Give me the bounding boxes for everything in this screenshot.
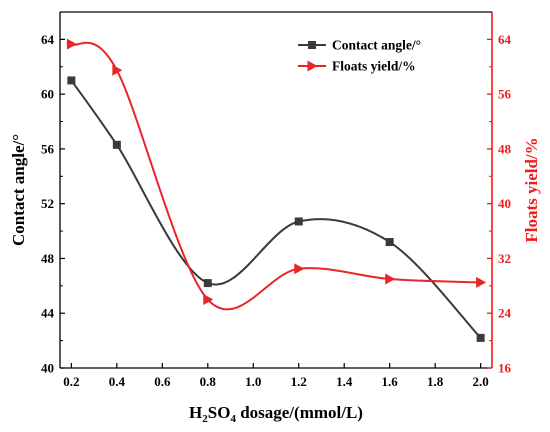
data-point <box>476 333 485 342</box>
legend-swatch-marker <box>308 41 316 49</box>
data-point <box>385 273 396 285</box>
legend: Contact angle/° Floats yield/% <box>298 38 421 74</box>
series-layer <box>66 38 487 342</box>
data-point <box>67 76 76 85</box>
x-title-mid: SO <box>208 403 231 422</box>
y-axis-left: 40 44 48 52 56 60 64 <box>41 32 65 376</box>
x-title-suffix: dosage/(mmol/L) <box>236 403 363 422</box>
x-tick-label: 1.8 <box>427 374 444 389</box>
x-axis-title: H2SO4 dosage/(mmol/L) <box>189 403 363 425</box>
data-point <box>294 217 303 226</box>
y-right-tick-label: 32 <box>498 251 511 266</box>
y-axis-right-title: Floats yield/% <box>522 137 541 242</box>
y-left-tick-label: 52 <box>41 196 54 211</box>
legend-label-floats-yield: Floats yield/% <box>332 59 416 74</box>
y-right-tick-label: 24 <box>498 306 512 321</box>
data-point <box>112 140 121 149</box>
data-point <box>294 263 305 275</box>
y-right-tick-label: 16 <box>498 361 512 376</box>
data-point <box>66 38 77 50</box>
x-tick-label: 1.0 <box>245 374 261 389</box>
legend-label-contact-angle: Contact angle/° <box>332 38 421 53</box>
y-left-tick-label: 64 <box>41 32 55 47</box>
x-axis: 0.2 0.4 0.6 0.8 1.0 1.2 1.4 1.6 1.8 2.0 <box>63 363 489 389</box>
y-right-tick-label: 40 <box>498 196 511 211</box>
x-tick-label: 0.2 <box>63 374 79 389</box>
x-tick-label: 0.8 <box>200 374 217 389</box>
plot-frame <box>59 11 493 369</box>
series-contact-angle <box>67 76 485 342</box>
data-point <box>203 279 212 288</box>
y-left-tick-label: 60 <box>41 87 54 102</box>
y-axis-right: 16 24 32 40 48 56 64 <box>487 32 512 376</box>
x-tick-label: 1.6 <box>382 374 399 389</box>
legend-swatch-marker <box>307 60 318 72</box>
series-line <box>70 41 481 311</box>
y-right-tick-label: 64 <box>498 32 512 47</box>
x-tick-label: 0.6 <box>154 374 171 389</box>
x-tick-label: 1.4 <box>336 374 353 389</box>
x-title-sub1: 2 <box>202 413 208 425</box>
y-left-tick-label: 40 <box>41 361 54 376</box>
series-floats-yield <box>66 38 487 311</box>
x-title-sub2: 4 <box>230 413 236 425</box>
y-axis-left-title: Contact angle/° <box>9 134 28 246</box>
y-left-tick-label: 44 <box>41 306 55 321</box>
x-tick-label: 0.4 <box>109 374 126 389</box>
x-title-prefix: H <box>189 403 202 422</box>
x-tick-label: 1.2 <box>291 374 307 389</box>
legend-item-contact-angle: Contact angle/° <box>298 38 421 53</box>
legend-item-floats-yield: Floats yield/% <box>298 59 416 74</box>
y-right-tick-label: 48 <box>498 141 512 156</box>
data-point <box>476 276 487 288</box>
y-right-tick-label: 56 <box>498 87 512 102</box>
series-line <box>70 79 482 339</box>
data-point <box>385 238 394 247</box>
data-point <box>112 64 123 76</box>
y-left-tick-label: 48 <box>41 251 55 266</box>
y-left-tick-label: 56 <box>41 141 55 156</box>
data-point <box>203 294 214 306</box>
x-tick-label: 2.0 <box>473 374 489 389</box>
